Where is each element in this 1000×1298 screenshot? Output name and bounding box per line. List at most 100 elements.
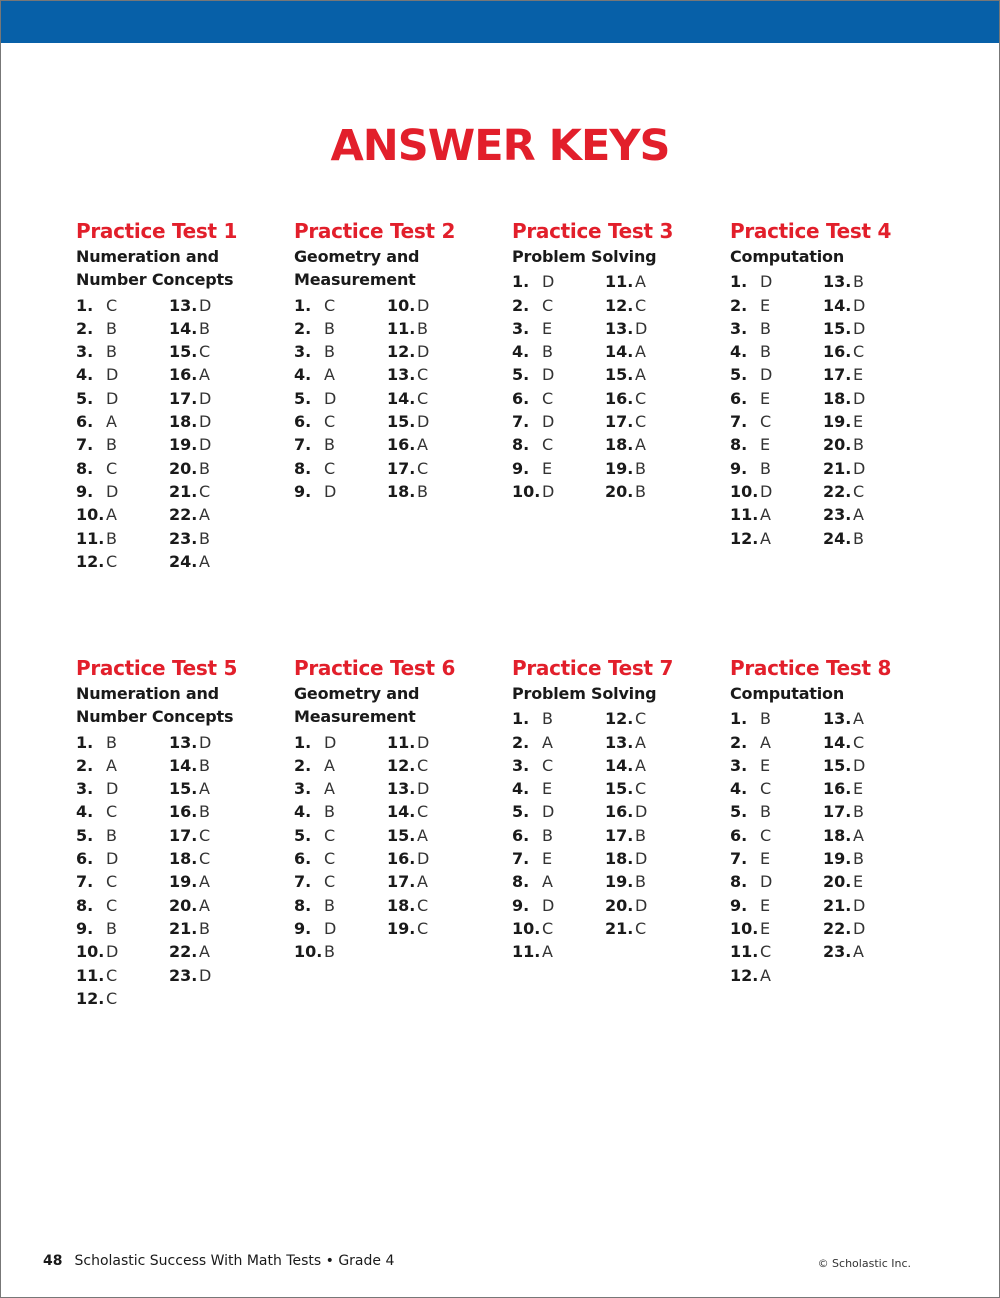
question-number: 6. xyxy=(294,412,312,432)
answer-column: 11. D 12. C 13. D 14. C 15. A 16. D 17. A 18. C 19. C xyxy=(387,731,477,941)
answer-item: 17. B xyxy=(605,824,695,847)
answer-item: 2. B xyxy=(76,317,166,340)
answer-letter: B xyxy=(106,528,117,548)
question-number: 8. xyxy=(512,435,530,455)
answer-letter: D xyxy=(417,342,430,362)
answer-item: 17. A xyxy=(387,870,477,893)
answer-letter: B xyxy=(760,802,771,822)
answer-item: 6. A xyxy=(76,410,166,433)
question-number: 18. xyxy=(823,825,852,845)
answer-item: 11. C xyxy=(730,940,820,963)
answer-item: 3. B xyxy=(76,340,166,363)
answer-letter: C xyxy=(417,755,429,775)
question-number: 10. xyxy=(512,918,541,938)
answer-letter: E xyxy=(760,918,771,938)
answer-item: 15. A xyxy=(169,777,259,800)
answer-item: 2. A xyxy=(512,731,602,754)
answer-item: 8. E xyxy=(730,433,820,456)
question-number: 21. xyxy=(169,481,198,501)
answer-letter: C xyxy=(635,918,647,938)
answer-letter: C xyxy=(199,849,211,869)
answer-letter: B xyxy=(853,528,864,548)
answer-item: 18. D xyxy=(169,410,259,433)
practice-test-2: Practice Test 2 Geometry and Measurement 1.… xyxy=(294,217,504,503)
question-number: 11. xyxy=(76,528,105,548)
answer-item: 11. A xyxy=(730,503,820,526)
answer-column: 1. C 2. B 3. B 4. D 5. D 6. A 7. B 8. C 9. D 10. A 11. B 12. C xyxy=(76,294,166,574)
answer-letter: A xyxy=(635,272,646,292)
answer-item: 3. C xyxy=(512,754,602,777)
answer-item: 20. B xyxy=(169,457,259,480)
answer-item: 8. C xyxy=(76,457,166,480)
answer-item: 23. B xyxy=(169,527,259,550)
question-number: 6. xyxy=(76,412,94,432)
answer-letter: C xyxy=(417,802,429,822)
answer-letter: D xyxy=(853,295,866,315)
answer-letter: D xyxy=(853,895,866,915)
question-number: 13. xyxy=(387,779,416,799)
answer-item: 3. D xyxy=(76,777,166,800)
answer-letter: B xyxy=(635,458,646,478)
question-number: 14. xyxy=(823,295,852,315)
answer-letter: C xyxy=(106,988,118,1008)
answer-item: 23. A xyxy=(823,503,913,526)
question-number: 11. xyxy=(730,505,759,525)
answer-letter: B xyxy=(324,435,335,455)
answer-item: 12. C xyxy=(605,294,695,317)
answer-letter: B xyxy=(324,895,335,915)
answer-item: 4. B xyxy=(294,800,384,823)
question-number: 17. xyxy=(169,825,198,845)
answer-letter: B xyxy=(199,918,210,938)
question-number: 4. xyxy=(512,342,530,362)
answer-item: 9. B xyxy=(76,917,166,940)
question-number: 5. xyxy=(512,365,530,385)
answer-item: 20. E xyxy=(823,870,913,893)
practice-test-7: Practice Test 7 Problem Solving 1. B 2. A 3. C 4… xyxy=(512,654,722,964)
question-number: 12. xyxy=(730,528,759,548)
answer-letter: E xyxy=(760,849,771,869)
answer-letter: C xyxy=(106,895,118,915)
question-number: 16. xyxy=(605,388,634,408)
answer-item: 8. C xyxy=(76,894,166,917)
answer-letter: D xyxy=(417,849,430,869)
question-number: 22. xyxy=(169,505,198,525)
answer-letter: C xyxy=(635,709,647,729)
test-heading: Practice Test 3 xyxy=(512,219,674,243)
test-subtitle: Number Concepts xyxy=(76,270,234,290)
answer-column: 1. D 2. A 3. A 4. B 5. C 6. C 7. C 8. B 9. D 10. B xyxy=(294,731,384,964)
question-number: 2. xyxy=(730,295,748,315)
answer-item: 1. B xyxy=(512,707,602,730)
question-number: 10. xyxy=(76,942,105,962)
answer-letter: B xyxy=(199,802,210,822)
question-number: 5. xyxy=(76,825,94,845)
answer-letter: E xyxy=(853,872,864,892)
question-number: 3. xyxy=(76,342,94,362)
question-number: 21. xyxy=(823,458,852,478)
answer-item: 9. E xyxy=(730,894,820,917)
answer-letter: E xyxy=(853,365,864,385)
question-number: 21. xyxy=(605,918,634,938)
answer-item: 19. A xyxy=(169,870,259,893)
answer-item: 3. A xyxy=(294,777,384,800)
question-number: 20. xyxy=(823,435,852,455)
question-number: 8. xyxy=(294,895,312,915)
question-number: 16. xyxy=(169,802,198,822)
answer-item: 11. B xyxy=(76,527,166,550)
answer-letter: A xyxy=(760,965,771,985)
test-subtitle: Problem Solving xyxy=(512,247,657,266)
answer-item: 16. D xyxy=(387,847,477,870)
practice-test-8: Practice Test 8 Computation 1. B 2. A 3. E 4. C 5.… xyxy=(730,654,940,987)
answer-letter: C xyxy=(417,918,429,938)
answer-item: 1. D xyxy=(730,270,820,293)
question-number: 6. xyxy=(512,388,530,408)
answer-letter: A xyxy=(106,412,117,432)
answer-letter: B xyxy=(106,825,117,845)
answer-item: 16. E xyxy=(823,777,913,800)
answer-letter: C xyxy=(760,825,772,845)
answer-item: 15. C xyxy=(169,340,259,363)
answer-letter: A xyxy=(760,528,771,548)
answer-item: 11. D xyxy=(387,731,477,754)
question-number: 2. xyxy=(294,755,312,775)
answer-letter: C xyxy=(417,388,429,408)
answer-item: 16. D xyxy=(605,800,695,823)
